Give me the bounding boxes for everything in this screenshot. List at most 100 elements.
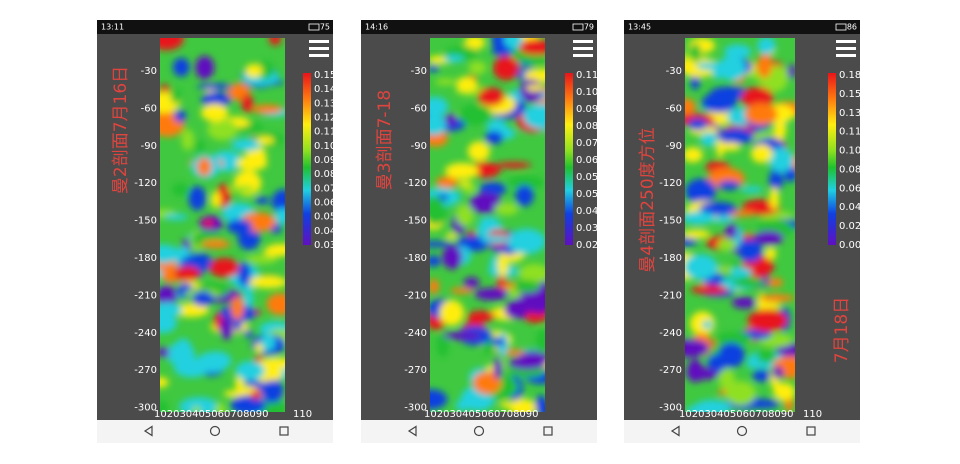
contour-blob	[769, 187, 779, 210]
menu-bar[interactable]	[836, 54, 856, 57]
contour-blob	[468, 61, 487, 75]
contour-blob	[504, 300, 529, 320]
contour-blob	[507, 175, 545, 190]
contour-blob	[444, 162, 479, 180]
menu-bar[interactable]	[309, 47, 329, 50]
contour-blob	[192, 291, 214, 307]
status-battery: 75	[320, 23, 330, 32]
contour-blob	[160, 312, 177, 334]
nav-bar	[361, 420, 597, 443]
contour-blob	[503, 38, 523, 50]
contour-blob	[718, 180, 740, 191]
colorbar-label: 0.104	[576, 87, 605, 98]
nav-back[interactable]	[407, 425, 417, 437]
contour-blob	[523, 103, 545, 129]
menu-bar[interactable]	[573, 54, 593, 57]
colorbar-label: 0.04	[839, 202, 861, 213]
contour-blob	[718, 342, 745, 368]
contour-blob	[456, 76, 478, 93]
contour-blob	[750, 144, 773, 163]
contour-blob	[717, 238, 737, 252]
contour-blob	[512, 280, 541, 293]
contour-blob	[489, 255, 499, 265]
contour-blob	[230, 296, 244, 320]
colorbar-label: 0.032	[576, 223, 605, 234]
colorbar-label: 0.02	[839, 221, 861, 232]
contour-blob	[690, 284, 729, 295]
nav-recent[interactable]	[279, 426, 289, 436]
menu-bar[interactable]	[573, 47, 593, 50]
status-bar	[361, 20, 597, 34]
x-axis-label: 110	[293, 409, 312, 420]
menu-bar[interactable]	[573, 40, 593, 43]
contour-blob	[479, 182, 507, 197]
contour-blob	[235, 361, 265, 381]
contour-blobs	[685, 38, 795, 412]
contour-blob	[725, 223, 738, 240]
contour-blob	[442, 245, 463, 270]
nav-recent[interactable]	[543, 426, 553, 436]
contour-blob	[709, 86, 749, 101]
contour-blob	[458, 104, 492, 126]
battery-icon	[572, 23, 584, 31]
y-axis-label: -30	[141, 66, 157, 77]
colorbar-label: 0.077	[576, 138, 605, 149]
nav-home[interactable]	[473, 425, 485, 437]
contour-blob	[174, 109, 187, 123]
contour-blob	[690, 42, 701, 63]
contour-blob	[756, 349, 776, 363]
contour-blob	[241, 94, 254, 113]
menu-bar[interactable]	[836, 40, 856, 43]
nav-home[interactable]	[209, 425, 221, 437]
contour-blob	[160, 347, 170, 358]
contour-blob	[251, 104, 283, 114]
menu-bar[interactable]	[836, 47, 856, 50]
contour-blob	[462, 184, 477, 195]
nav-home[interactable]	[736, 425, 748, 437]
contour-blob	[179, 397, 219, 412]
contour-blob	[685, 98, 696, 115]
contour-blob	[515, 185, 534, 207]
y-axis-label: -90	[141, 141, 157, 152]
contour-blob	[464, 38, 486, 50]
colorbar-label: 0.04	[314, 226, 336, 237]
contour-blob	[160, 377, 169, 388]
colorbar-label: 0.11	[839, 127, 861, 138]
menu-bar[interactable]	[309, 40, 329, 43]
y-axis-label: -180	[404, 253, 427, 264]
nav-recent[interactable]	[806, 426, 816, 436]
contour-blob	[685, 211, 715, 225]
contour-blob	[436, 332, 449, 358]
contour-blob	[535, 394, 545, 412]
contour-blob	[172, 183, 190, 197]
contour-blob	[687, 118, 708, 131]
contour-blob	[685, 338, 710, 358]
colorbar-label: 0.18	[839, 70, 861, 81]
contour-blob	[468, 192, 502, 214]
nav-back[interactable]	[143, 425, 153, 437]
colorbar-label: 0.11	[314, 127, 336, 138]
colorbar-label: 0.14	[314, 84, 336, 95]
contour-map	[430, 38, 545, 412]
contour-blob	[719, 142, 741, 151]
contour-blob	[202, 219, 215, 227]
contour-blob	[195, 55, 215, 80]
status-battery: 79	[584, 23, 594, 32]
contour-blob	[757, 38, 776, 55]
y-axis-label: -30	[411, 66, 427, 77]
screen-title: 曼3剖面7-18	[375, 90, 395, 190]
nav-back[interactable]	[670, 425, 680, 437]
contour-blob	[689, 311, 715, 336]
x-axis-label: 102030405060708090	[424, 409, 539, 420]
contour-blob	[484, 130, 504, 145]
colorbar-label: 0.06	[839, 183, 861, 194]
phone-screen: 13:11 75 -30 -60 -90 -120 -150 -180 -210 -240 -270…	[97, 20, 336, 443]
menu-bar[interactable]	[309, 54, 329, 57]
contour-blob	[772, 366, 784, 379]
contour-blob	[256, 136, 274, 145]
colorbar-label: 0.12	[314, 113, 336, 124]
contour-blob	[194, 139, 205, 154]
contour-blob	[455, 204, 474, 227]
contour-blob	[686, 358, 704, 383]
